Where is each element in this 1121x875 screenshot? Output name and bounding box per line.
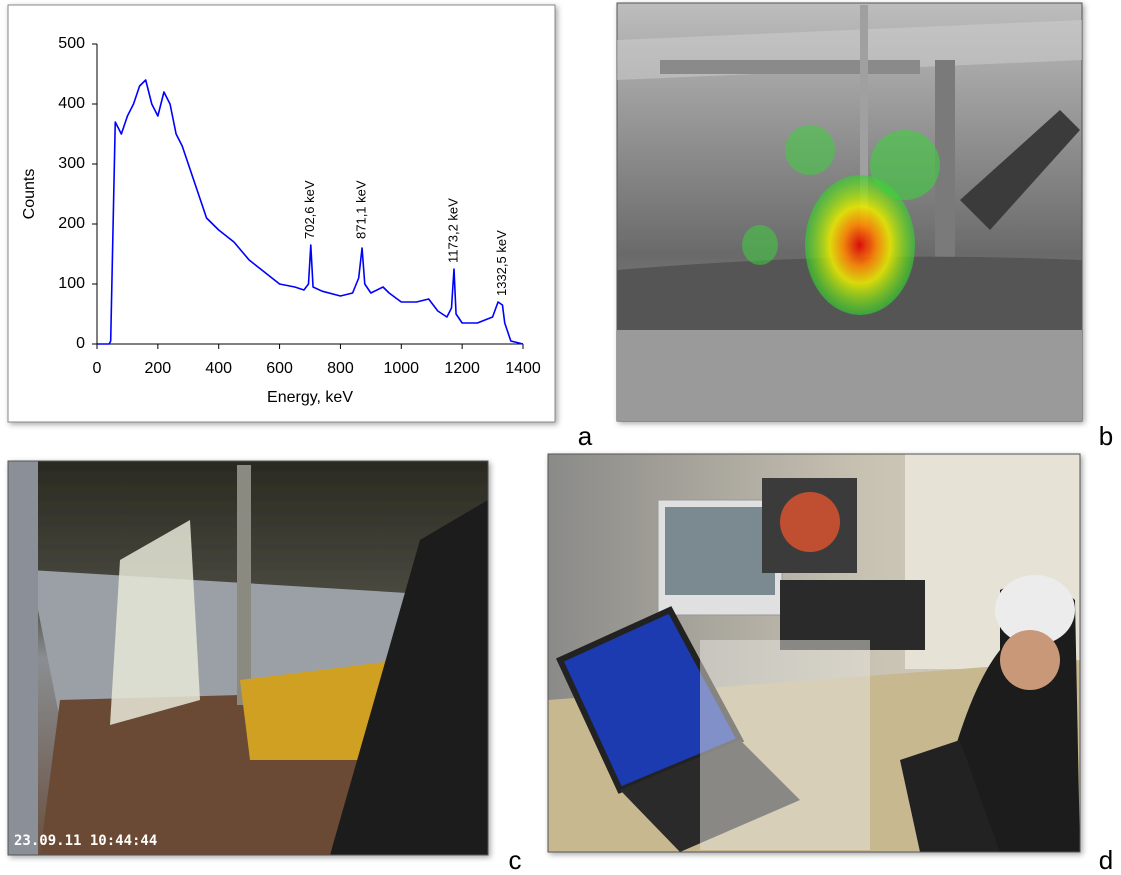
photo-b	[617, 3, 1082, 421]
y-tick-label: 100	[58, 275, 85, 292]
photo-d	[548, 454, 1080, 852]
x-tick-label: 600	[266, 360, 293, 377]
x-tick-label: 200	[145, 360, 172, 377]
peak-annotation: 702,6 keV	[302, 180, 317, 239]
panel-label: c	[509, 845, 522, 875]
y-tick-label: 500	[58, 35, 85, 52]
photo-c: 23.09.11 10:44:44	[8, 461, 488, 855]
y-tick-label: 400	[58, 95, 85, 112]
x-tick-label: 400	[205, 360, 232, 377]
y-tick-label: 0	[76, 335, 85, 352]
peak-annotation: 1173,2 keV	[445, 198, 460, 263]
x-tick-label: 1000	[383, 360, 419, 377]
y-tick-label: 300	[58, 155, 85, 172]
panel-label: a	[578, 421, 593, 451]
x-axis-label: Energy, keV	[267, 389, 353, 406]
y-tick-label: 200	[58, 215, 85, 232]
x-tick-label: 800	[327, 360, 354, 377]
peak-annotation: 871,1 keV	[354, 180, 369, 239]
y-axis-label: Counts	[21, 169, 38, 220]
x-tick-label: 0	[93, 360, 102, 377]
peak-annotation: 1332,5 keV	[494, 230, 509, 296]
x-tick-label: 1200	[444, 360, 480, 377]
panel-label: d	[1099, 845, 1113, 875]
panel-label: b	[1099, 421, 1113, 451]
page: {"chart_data": {"type": "line", "x_label…	[0, 0, 1121, 875]
photo-timestamp: 23.09.11 10:44:44	[14, 833, 157, 849]
figure: 0 100 200 300 400 500 0 200 400 600 800 1000 1200 140…	[0, 0, 1121, 875]
x-tick-label: 1400	[505, 360, 541, 377]
